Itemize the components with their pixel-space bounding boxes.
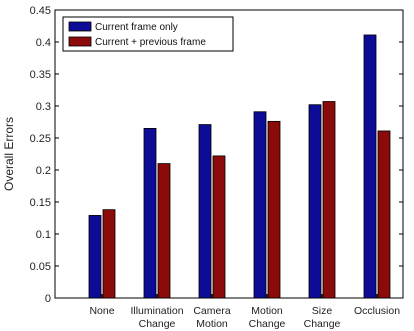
x-category-label: Change <box>249 318 286 330</box>
bar-current-previous-2 <box>212 155 226 299</box>
bar-series <box>88 34 391 299</box>
bar-current-frame-1 <box>143 127 157 299</box>
x-category-label: Change <box>139 318 176 330</box>
y-tick-label: 0.3 <box>36 101 51 113</box>
legend: Current frame only Current + previous fr… <box>62 16 234 52</box>
y-tick-label: 0.1 <box>36 229 51 241</box>
bar-current-previous-0 <box>102 209 116 299</box>
x-category-label: Motion <box>196 318 228 330</box>
x-category-label: Illumination <box>130 305 183 317</box>
bar-current-previous-5 <box>377 130 391 299</box>
legend-label-current-frame: Current frame only <box>95 22 178 33</box>
bar-current-previous-1 <box>157 163 171 299</box>
y-tick-label: 0.35 <box>30 69 51 81</box>
x-category-label: None <box>89 305 114 317</box>
x-category-label: Motion <box>251 305 283 317</box>
bar-current-frame-0 <box>88 215 102 299</box>
bar-current-frame-2 <box>198 124 212 299</box>
y-tick-label: 0 <box>45 293 51 305</box>
y-tick-label: 0.45 <box>30 5 51 17</box>
x-category-label: Change <box>304 318 341 330</box>
bar-current-frame-3 <box>253 111 267 299</box>
y-axis: 0 0.05 0.1 0.15 0.2 0.25 0.3 0.35 0.4 0.45 <box>30 5 403 305</box>
bar-current-previous-3 <box>267 120 281 299</box>
legend-swatch-current-frame <box>68 21 92 32</box>
bar-current-frame-4 <box>308 104 322 299</box>
y-tick-label: 0.05 <box>30 261 51 273</box>
bar-current-frame-5 <box>363 34 377 299</box>
legend-label-current-previous: Current + previous frame <box>95 37 206 48</box>
x-category-label: Size <box>312 305 333 317</box>
y-tick-label: 0.2 <box>36 165 51 177</box>
y-axis-title: Overall Errors <box>2 117 16 191</box>
x-category-label: Occlusion <box>354 305 400 317</box>
bar-current-previous-4 <box>322 101 336 299</box>
y-tick-label: 0.4 <box>36 37 51 49</box>
legend-swatch-current-previous <box>68 36 92 47</box>
y-tick-label: 0.25 <box>30 133 51 145</box>
x-axis: None IlluminationChangeCameraMotionMotion… <box>89 294 400 330</box>
x-category-label: Camera <box>193 305 231 317</box>
y-tick-label: 0.15 <box>30 197 51 209</box>
